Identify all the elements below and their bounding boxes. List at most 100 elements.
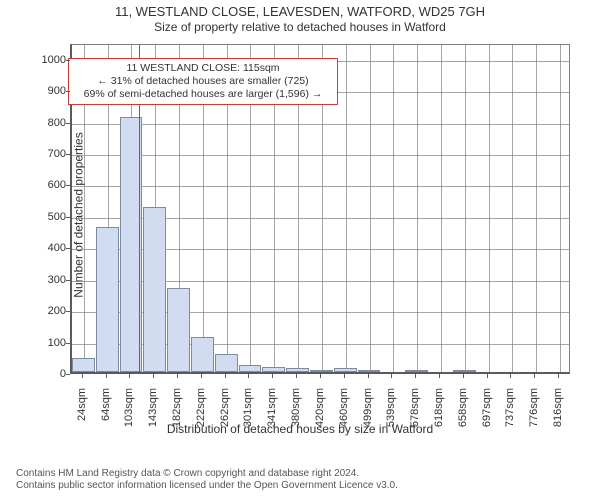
annotation-line: ← 31% of detached houses are smaller (72… — [75, 75, 331, 88]
histogram-bar — [191, 337, 214, 372]
xtick-mark — [510, 374, 511, 378]
xtick-mark — [439, 374, 440, 378]
ytick-label: 700 — [36, 148, 66, 160]
attribution-line1: Contains HM Land Registry data © Crown c… — [16, 468, 398, 480]
histogram-bar — [286, 368, 309, 372]
histogram-bar — [262, 367, 285, 372]
histogram-bar — [143, 207, 166, 372]
page-title-line1: 11, WESTLAND CLOSE, LEAVESDEN, WATFORD, … — [0, 0, 600, 19]
xtick-mark — [344, 374, 345, 378]
gridline-v — [370, 45, 371, 372]
ytick-mark — [66, 123, 70, 124]
gridline-v — [441, 45, 442, 372]
xtick-mark — [225, 374, 226, 378]
xtick-label: 658sqm — [457, 388, 469, 438]
xtick-label: 182sqm — [171, 388, 183, 438]
xtick-label: 222sqm — [195, 388, 207, 438]
ytick-label: 600 — [36, 179, 66, 191]
xtick-label: 262sqm — [219, 388, 231, 438]
gridline-h — [72, 186, 569, 187]
ytick-mark — [66, 185, 70, 186]
histogram-bar — [96, 227, 119, 372]
attribution-text: Contains HM Land Registry data © Crown c… — [16, 468, 398, 492]
histogram-bar — [334, 368, 357, 372]
histogram-chart: Number of detached properties 11 WESTLAN… — [0, 38, 600, 438]
ytick-mark — [66, 91, 70, 92]
ytick-label: 900 — [36, 85, 66, 97]
xtick-label: 816sqm — [552, 388, 564, 438]
gridline-v — [346, 45, 347, 372]
histogram-bar — [167, 288, 190, 372]
xtick-label: 776sqm — [528, 388, 540, 438]
gridline-h — [72, 124, 569, 125]
ytick-label: 800 — [36, 117, 66, 129]
xtick-label: 341sqm — [266, 388, 278, 438]
attribution-line2: Contains public sector information licen… — [16, 480, 398, 492]
gridline-v — [536, 45, 537, 372]
xtick-mark — [463, 374, 464, 378]
xtick-mark — [177, 374, 178, 378]
xtick-label: 539sqm — [385, 388, 397, 438]
ytick-mark — [66, 248, 70, 249]
xtick-mark — [534, 374, 535, 378]
ytick-mark — [66, 311, 70, 312]
xtick-mark — [415, 374, 416, 378]
gridline-v — [560, 45, 561, 372]
page-title-line2: Size of property relative to detached ho… — [0, 19, 600, 34]
ytick-mark — [66, 343, 70, 344]
ytick-label: 0 — [36, 368, 66, 380]
xtick-mark — [248, 374, 249, 378]
xtick-label: 143sqm — [147, 388, 159, 438]
histogram-bar — [72, 358, 95, 372]
xtick-label: 460sqm — [338, 388, 350, 438]
ytick-label: 1000 — [36, 54, 66, 66]
xtick-label: 578sqm — [409, 388, 421, 438]
histogram-bar — [405, 370, 428, 372]
xtick-label: 103sqm — [123, 388, 135, 438]
xtick-mark — [487, 374, 488, 378]
ytick-label: 400 — [36, 242, 66, 254]
ytick-label: 100 — [36, 337, 66, 349]
xtick-mark — [129, 374, 130, 378]
ytick-mark — [66, 280, 70, 281]
histogram-bar — [310, 370, 333, 372]
xtick-mark — [272, 374, 273, 378]
plot-area: 11 WESTLAND CLOSE: 115sqm← 31% of detach… — [70, 44, 570, 374]
xtick-label: 618sqm — [433, 388, 445, 438]
histogram-bar — [358, 370, 381, 373]
xtick-mark — [106, 374, 107, 378]
xtick-label: 737sqm — [504, 388, 516, 438]
xtick-mark — [320, 374, 321, 378]
ytick-label: 300 — [36, 274, 66, 286]
gridline-v — [393, 45, 394, 372]
xtick-label: 697sqm — [481, 388, 493, 438]
gridline-v — [512, 45, 513, 372]
xtick-mark — [558, 374, 559, 378]
xtick-label: 380sqm — [290, 388, 302, 438]
gridline-v — [417, 45, 418, 372]
ytick-mark — [66, 374, 70, 375]
xtick-label: 499sqm — [362, 388, 374, 438]
xtick-label: 420sqm — [314, 388, 326, 438]
xtick-label: 301sqm — [242, 388, 254, 438]
histogram-bar — [215, 354, 238, 372]
ytick-mark — [66, 154, 70, 155]
ytick-mark — [66, 217, 70, 218]
gridline-h — [72, 155, 569, 156]
gridline-v — [465, 45, 466, 372]
gridline-v — [489, 45, 490, 372]
xtick-mark — [153, 374, 154, 378]
xtick-label: 24sqm — [76, 388, 88, 438]
xtick-mark — [368, 374, 369, 378]
xtick-mark — [82, 374, 83, 378]
histogram-bar — [453, 370, 476, 372]
annotation-line: 69% of semi-detached houses are larger (… — [75, 88, 331, 101]
xtick-mark — [201, 374, 202, 378]
histogram-bar — [239, 365, 262, 372]
xtick-mark — [296, 374, 297, 378]
ytick-mark — [66, 60, 70, 61]
annotation-line: 11 WESTLAND CLOSE: 115sqm — [75, 62, 331, 75]
ytick-label: 500 — [36, 211, 66, 223]
ytick-label: 200 — [36, 305, 66, 317]
xtick-label: 64sqm — [100, 388, 112, 438]
